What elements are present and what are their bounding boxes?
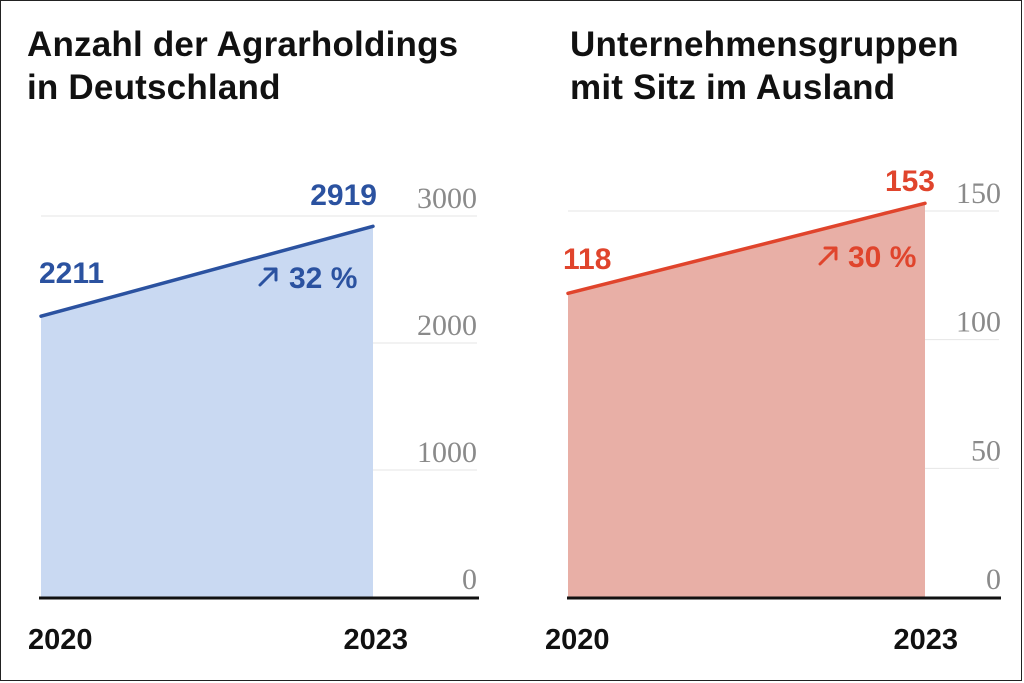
chart-1-title-line-2: in Deutschland bbox=[27, 68, 281, 107]
chart-2-title-line-1: Unternehmensgruppen bbox=[570, 25, 959, 64]
chart-1-x-tick-label: 2023 bbox=[343, 624, 408, 656]
chart-1-y-tick-label: 1000 bbox=[417, 436, 477, 469]
chart-2-title: Unternehmensgruppen mit Sitz im Ausland bbox=[570, 23, 959, 109]
chart-1-y-tick-label: 2000 bbox=[417, 309, 477, 342]
chart-1-change-label: 32 % bbox=[289, 262, 357, 295]
chart-1-y-tick-label: 3000 bbox=[417, 182, 477, 215]
chart-1-title: Anzahl der Agrarholdings in Deutschland bbox=[27, 23, 458, 109]
chart-1-value-label: 2919 bbox=[310, 179, 377, 212]
chart-2-x-tick-label: 2020 bbox=[545, 624, 610, 656]
chart-1-series-line bbox=[39, 224, 375, 318]
chart-2-x-tick-label: 2023 bbox=[893, 624, 958, 656]
chart-2-series-line bbox=[566, 201, 927, 296]
chart-1-value-label: 2211 bbox=[39, 257, 104, 290]
chart-1-y-tick-label: 0 bbox=[462, 563, 477, 596]
chart-2-value-label: 153 bbox=[885, 165, 935, 198]
chart-2-y-tick-label: 0 bbox=[986, 563, 1001, 596]
chart-1-area-fill bbox=[41, 226, 373, 598]
arrow-up-right-icon bbox=[258, 267, 278, 287]
chart-1-title-line-1: Anzahl der Agrarholdings bbox=[27, 25, 459, 64]
chart-2-title-line-2: mit Sitz im Ausland bbox=[570, 68, 896, 107]
chart-2-y-tick-label: 50 bbox=[971, 434, 1001, 467]
arrow-up-right-icon bbox=[818, 246, 838, 266]
chart-2-y-tick-label: 100 bbox=[956, 306, 1001, 339]
chart-2-area-fill bbox=[568, 203, 925, 597]
chart-2-value-label: 118 bbox=[563, 243, 611, 276]
chart-1-x-tick-label: 2020 bbox=[28, 624, 93, 656]
chart-2-y-tick-label: 150 bbox=[956, 177, 1001, 210]
chart-2-change-label: 30 % bbox=[848, 241, 916, 274]
